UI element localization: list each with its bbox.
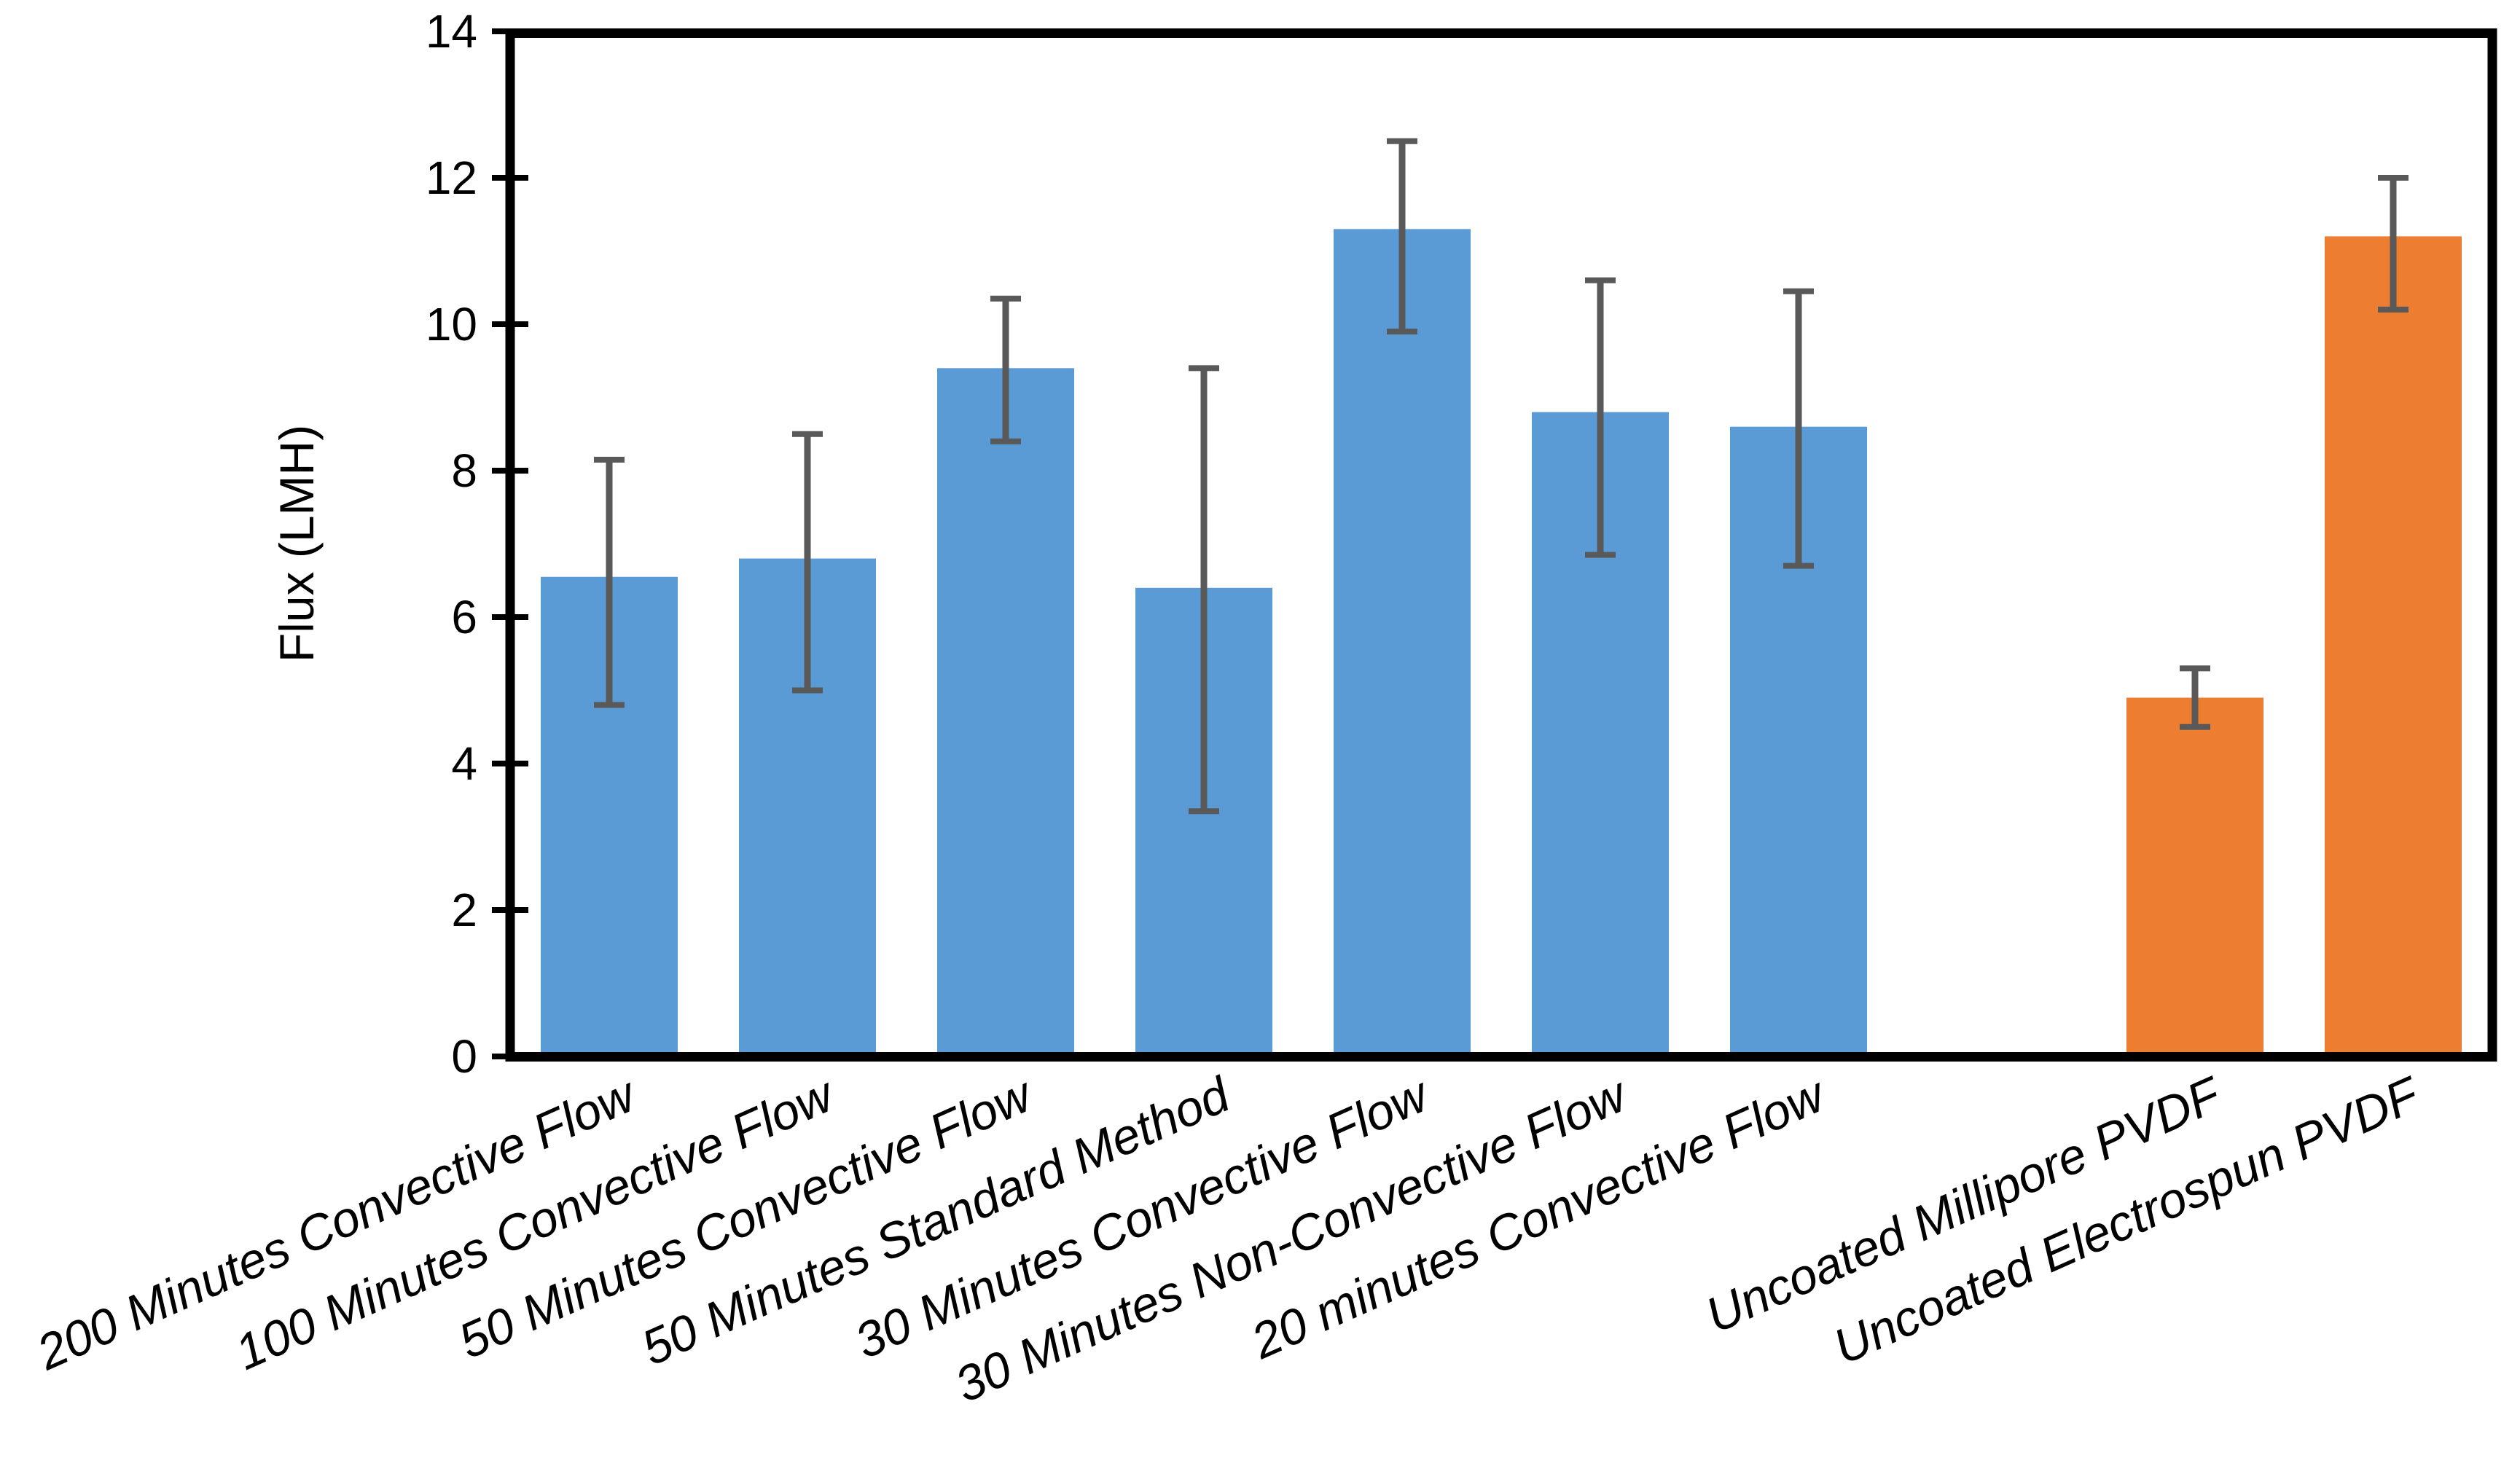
- error-bar-cap-top: [1585, 277, 1616, 283]
- y-tick-mark: [492, 321, 528, 327]
- bars-layer: [541, 229, 2462, 1062]
- error-bar-cap-top: [1387, 138, 1417, 144]
- y-ticks-layer: [492, 28, 528, 1059]
- error-bar-line: [1002, 298, 1009, 442]
- error-bars-layer: [594, 138, 2409, 815]
- plot-right-border: [2487, 28, 2497, 1062]
- y-tick-mark: [492, 761, 528, 766]
- y-tick-label: 10: [426, 298, 477, 350]
- y-tick-label: 4: [451, 737, 477, 790]
- bar: [937, 368, 1074, 1061]
- error-bar-cap-top: [2180, 665, 2210, 672]
- bar: [2126, 697, 2263, 1061]
- y-tick-mark: [492, 907, 528, 913]
- y-tick-label: 12: [426, 152, 477, 204]
- error-bar-cap-top: [1189, 365, 1219, 372]
- error-bar-cap-bottom: [990, 438, 1021, 444]
- y-tick-mark: [492, 468, 528, 474]
- error-bar-line: [804, 434, 811, 691]
- y-tick-label: 0: [451, 1030, 477, 1083]
- y-axis-line: [505, 28, 515, 1062]
- x-axis-line: [505, 1052, 2497, 1062]
- error-bar-cap-bottom: [1189, 808, 1219, 815]
- error-bar-line: [2191, 668, 2199, 727]
- axes-frame-layer: [505, 28, 2497, 1062]
- y-tick-mark: [492, 28, 528, 34]
- error-bar-cap-top: [792, 431, 823, 437]
- y-tick-label: 8: [451, 444, 477, 497]
- y-tick-label: 6: [451, 591, 477, 643]
- bar: [2325, 236, 2462, 1061]
- error-bar-line: [1200, 368, 1208, 812]
- error-bar-cap-bottom: [2180, 723, 2210, 730]
- error-bar-cap-bottom: [792, 687, 823, 694]
- y-tick-mark: [492, 1054, 528, 1059]
- error-bar-cap-bottom: [1585, 552, 1616, 558]
- error-bar-line: [1795, 291, 1802, 566]
- error-bar-line: [1398, 141, 1406, 332]
- y-tick-label: 14: [426, 5, 477, 58]
- error-bar-cap-top: [2378, 175, 2409, 181]
- bar: [1334, 229, 1471, 1062]
- y-tick-labels-layer: 0 2 4 6 8 10 12 14: [426, 5, 477, 1083]
- error-bar-cap-top: [990, 295, 1021, 302]
- y-tick-mark: [492, 614, 528, 620]
- error-bar-cap-bottom: [2378, 306, 2409, 313]
- error-bar-cap-bottom: [1387, 329, 1417, 335]
- error-bar-cap-bottom: [594, 702, 625, 708]
- y-axis-title: Flux (LMH): [270, 425, 324, 662]
- plot-top-border: [505, 28, 2497, 38]
- y-tick-mark: [492, 175, 528, 181]
- error-bar-line: [2390, 178, 2397, 310]
- error-bar-line: [606, 459, 613, 705]
- error-bar-cap-top: [1783, 288, 1814, 294]
- error-bar-line: [1597, 280, 1604, 555]
- error-bar-cap-bottom: [1783, 562, 1814, 569]
- error-bar-cap-top: [594, 456, 625, 463]
- y-tick-label: 2: [451, 884, 477, 936]
